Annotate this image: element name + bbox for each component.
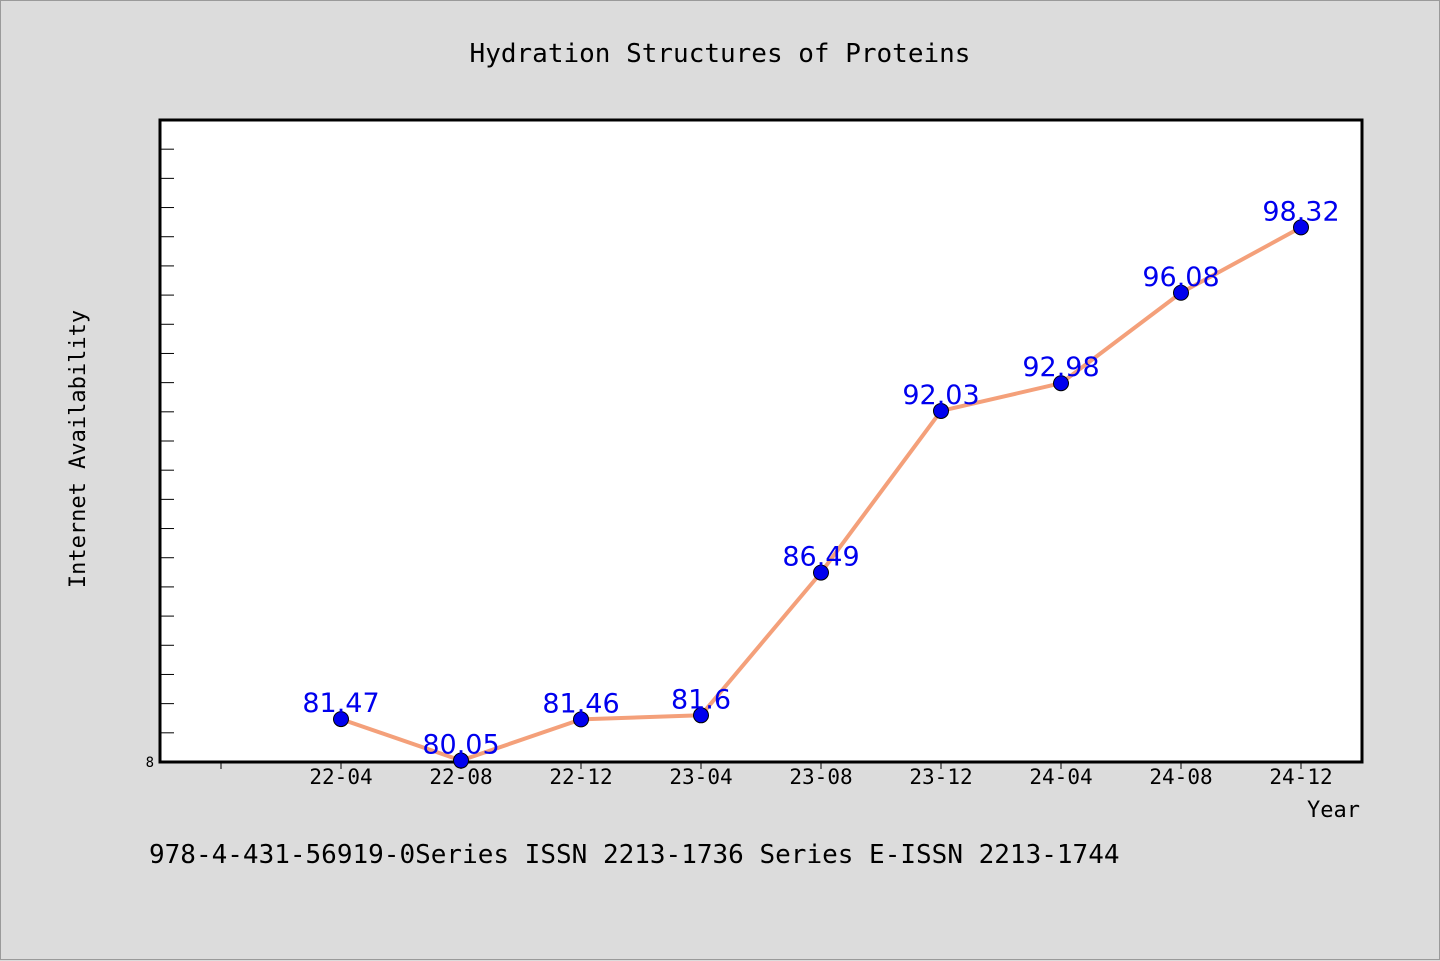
x-tick-label: 23-08: [789, 765, 852, 789]
data-label: 92.03: [902, 380, 979, 411]
data-point: [1053, 375, 1069, 392]
y-axis-tick-labels: 8: [146, 755, 154, 771]
data-point: [333, 711, 349, 728]
data-point: [1173, 284, 1189, 301]
footer-isbn-text: 978-4-431-56919-0Series ISSN 2213-1736 S…: [149, 840, 1120, 870]
y-axis-label: Internet Availability: [66, 310, 91, 588]
chart-title: Hydration Structures of Proteins: [470, 39, 971, 69]
data-label: 92.98: [1022, 352, 1099, 383]
y-axis-ticks: [160, 148, 174, 734]
data-point: [453, 752, 469, 769]
x-tick-label: 22-04: [309, 765, 372, 789]
data-point: [813, 564, 829, 581]
x-axis-label: Year: [1307, 798, 1360, 823]
x-tick-label: 22-08: [429, 765, 492, 789]
data-point: [573, 711, 589, 728]
data-label: 81.46: [542, 688, 619, 719]
x-tick-label: 24-04: [1029, 765, 1092, 789]
x-tick-label: 24-08: [1149, 765, 1212, 789]
series-markers: [333, 219, 1309, 769]
x-axis-tick-labels: 22-04 22-08 22-12 23-04 23-08 23-12 24-04 24-08…: [309, 765, 1332, 789]
plot-area: [158, 118, 1364, 764]
data-label: 81.6: [671, 684, 731, 715]
data-point: [1293, 219, 1309, 236]
x-tick-label: 23-04: [669, 765, 732, 789]
x-tick-label: 24-12: [1269, 765, 1332, 789]
data-point: [693, 707, 709, 724]
data-label: 98.32: [1262, 196, 1339, 227]
data-labels: 81.47 80.05 81.46 81.6 86.49 92.03 92.98 96.08 9…: [302, 196, 1339, 760]
y-tick-label: 8: [146, 755, 154, 771]
x-tick-label: 23-12: [909, 765, 972, 789]
data-label: 81.47: [302, 688, 379, 719]
x-tick-label: 22-12: [549, 765, 612, 789]
data-label: 80.05: [422, 730, 499, 761]
data-label: 96.08: [1142, 262, 1219, 293]
data-label: 86.49: [782, 542, 859, 573]
data-point: [933, 402, 949, 419]
